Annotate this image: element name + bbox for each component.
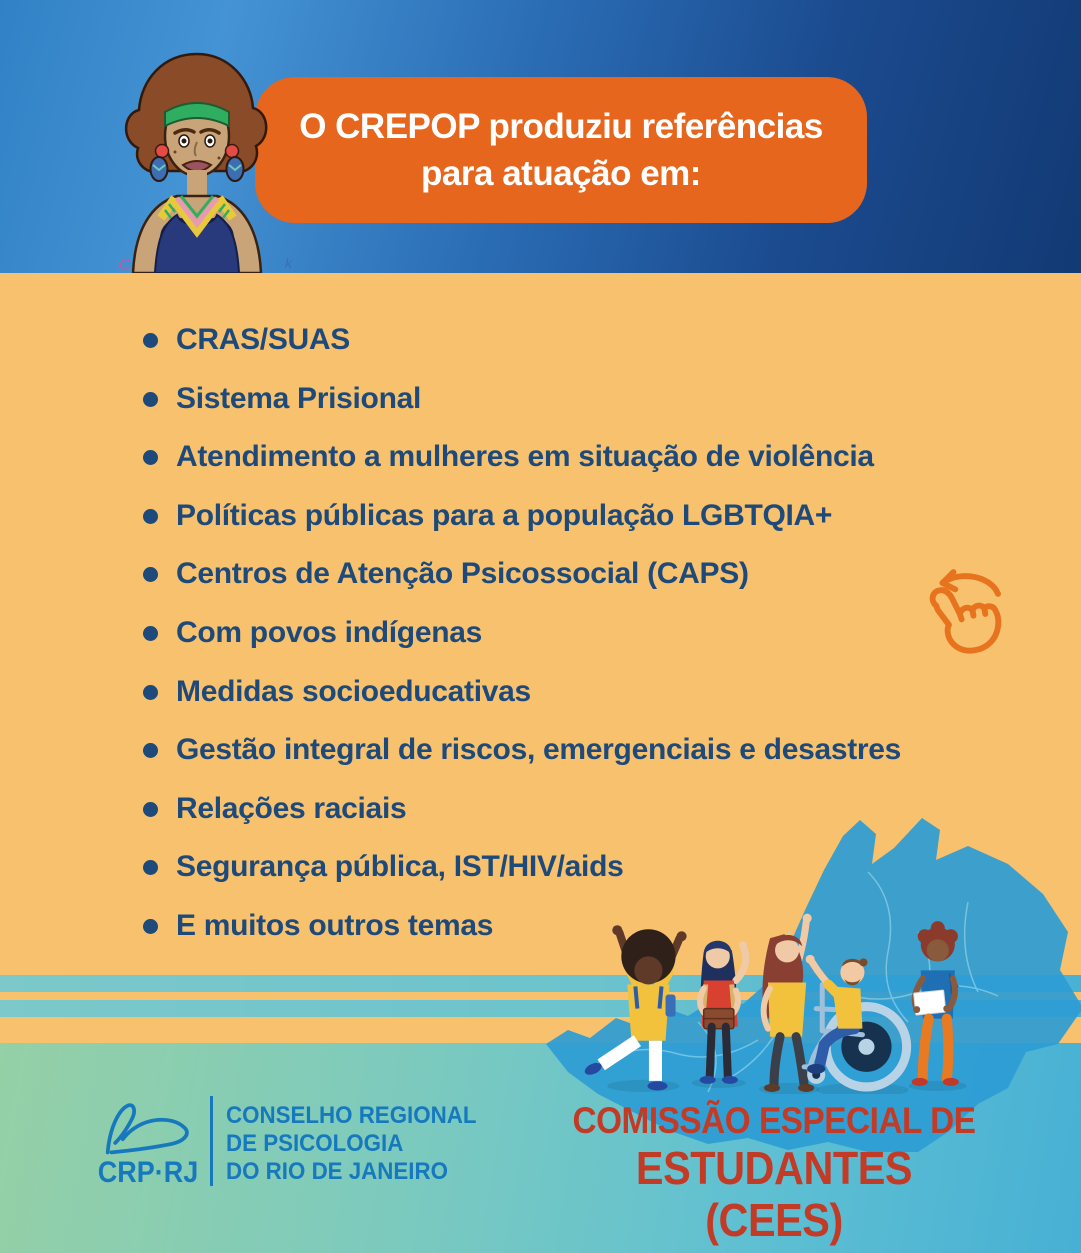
topic-item: Gestão integral de riscos, emergenciais …: [143, 721, 1023, 780]
topic-item: Relações raciais: [143, 780, 1023, 839]
girl-with-books-figure: [697, 940, 750, 1084]
topic-item: Políticas públicas para a população LGBT…: [143, 487, 1023, 546]
logo-org-name: CONSELHO REGIONAL DE PSICOLOGIA DO RIO D…: [226, 1102, 476, 1186]
commission-line-1: COMISSÃO ESPECIAL DE: [572, 1100, 976, 1141]
topic-item: Medidas socioeducativas: [143, 663, 1023, 722]
woman-with-folder-figure: [911, 921, 959, 1086]
topic-item: CRAS/SUAS: [143, 311, 1023, 370]
header-line-1: O CREPOP produziu referências: [299, 107, 823, 146]
topic-item: E muitos outros temas: [143, 897, 1023, 956]
org-line-2: DE PSICOLOGIA: [226, 1130, 404, 1157]
header-banner: O CREPOP produziu referências para atuaç…: [255, 77, 867, 223]
signature-mark-left: C: [119, 257, 131, 273]
woman-portrait-illustration: C k: [119, 52, 293, 273]
wheelchair-man-figure: [801, 954, 912, 1092]
swipe-left-hand-icon[interactable]: [918, 558, 1018, 668]
topic-item: Segurança pública, IST/HIV/aids: [143, 838, 1023, 897]
header-line-2: para atuação em:: [421, 154, 701, 193]
commission-title: COMISSÃO ESPECIAL DE ESTUDANTES (CEES): [563, 1100, 984, 1246]
topics-list: CRAS/SUAS Sistema Prisional Atendimento …: [143, 311, 1023, 956]
kid-figure: [584, 925, 687, 1091]
topic-item: Com povos indígenas: [143, 604, 1023, 663]
crp-rj-logo: CRP·RJ CONSELHO REGIONAL DE PSICOLOGIA D…: [92, 1092, 476, 1194]
topic-item: Centros de Atenção Psicossocial (CAPS): [143, 545, 1023, 604]
topic-item: Sistema Prisional: [143, 370, 1023, 429]
students-group-illustration: [584, 913, 967, 1094]
org-line-3: DO RIO DE JANEIRO: [226, 1158, 448, 1185]
waving-woman-figure: [760, 913, 815, 1092]
org-line-1: CONSELHO REGIONAL: [226, 1102, 477, 1129]
commission-line-2: ESTUDANTES (CEES): [635, 1142, 913, 1246]
logo-divider: [210, 1096, 213, 1186]
logo-acronym: CRP·RJ: [97, 1156, 199, 1189]
topic-item: Atendimento a mulheres em situação de vi…: [143, 428, 1023, 487]
crp-rj-mountains-icon: [105, 1103, 189, 1155]
signature-mark-right: k: [285, 255, 293, 271]
